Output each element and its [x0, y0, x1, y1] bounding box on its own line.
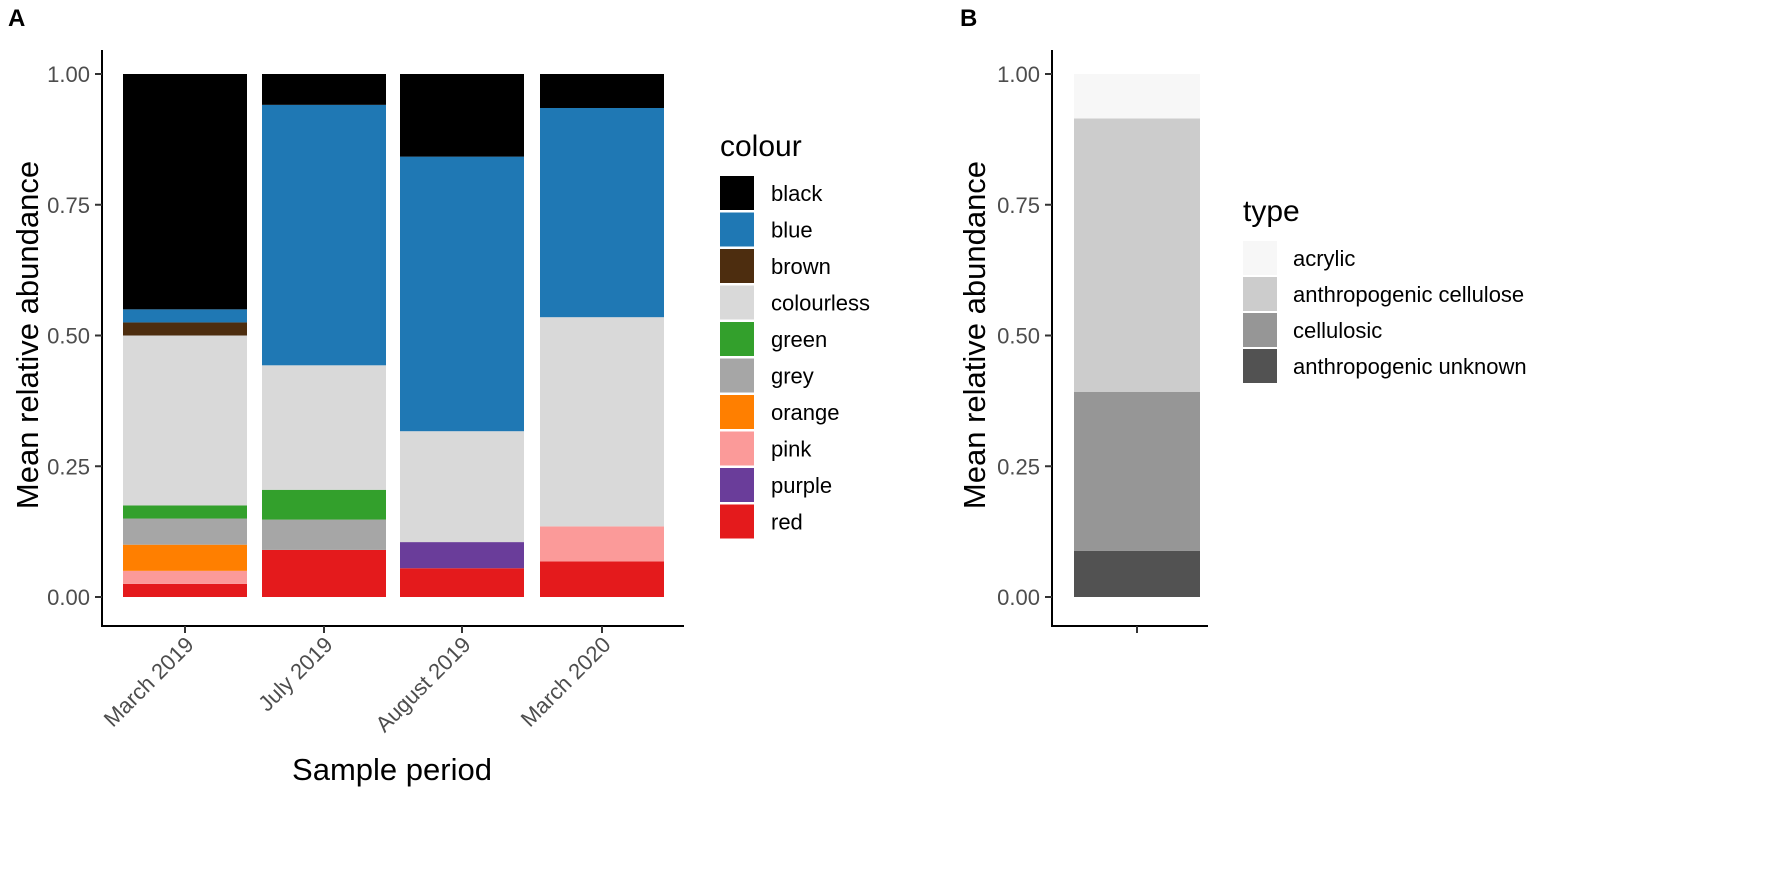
- legend-label-acrylic: acrylic: [1293, 246, 1355, 271]
- legend-label-pink: pink: [771, 437, 812, 462]
- legend: colour black blue brown colourless green grey o…: [720, 130, 870, 539]
- bar-segment-anthropogenic-cellulose: [1074, 118, 1200, 392]
- legend-key-colourless: [720, 285, 754, 320]
- legend-key-purple: [720, 468, 754, 502]
- legend-key-cellulosic: [1243, 313, 1277, 347]
- legend-label-blue: blue: [771, 218, 813, 243]
- legend-label-cellulosic: cellulosic: [1293, 318, 1382, 343]
- legend: type acrylic anthropogenic cellulose cellul…: [1243, 195, 1527, 383]
- y-tick-label: 0.75: [997, 193, 1040, 218]
- y-axis-title: Mean relative abundance: [10, 161, 45, 509]
- bar-segment-orange: [123, 544, 247, 571]
- legend-label-red: red: [771, 510, 803, 535]
- bars: [1074, 74, 1200, 597]
- legend-label-brown: brown: [771, 254, 831, 279]
- bar-segment-blue: [540, 107, 664, 318]
- y-tick-label: 0.00: [997, 585, 1040, 610]
- x-tick-label: August 2019: [370, 632, 475, 737]
- y-tick-label: 1.00: [997, 62, 1040, 87]
- legend-key-black: [720, 176, 754, 210]
- legend-key-blue: [720, 212, 754, 247]
- bar-segment-cellulosic: [1074, 391, 1200, 551]
- x-tick-label: July 2019: [253, 632, 337, 716]
- bar-segment-anthropogenic-unknown: [1074, 550, 1200, 597]
- legend-label-green: green: [771, 327, 827, 352]
- bar-segment-acrylic: [1074, 74, 1200, 119]
- legend-label-colourless: colourless: [771, 291, 870, 316]
- bar-segment-colourless: [262, 365, 386, 490]
- bar-segment-colourless: [400, 431, 524, 543]
- legend-key-green: [720, 322, 754, 356]
- legend-key-pink: [720, 431, 754, 466]
- bar-segment-green: [262, 489, 386, 520]
- bar-segment-blue: [400, 156, 524, 432]
- panel-letter-a: A: [8, 5, 25, 32]
- legend-key-red: [720, 504, 754, 539]
- bar-segment-grey: [123, 518, 247, 545]
- y-tick-label: 0.50: [997, 324, 1040, 349]
- y-tick-label: 0.25: [997, 454, 1040, 479]
- bar-segment-purple: [400, 542, 524, 569]
- legend-key-grey: [720, 358, 754, 393]
- bar-segment-black: [123, 74, 247, 310]
- legend-title: type: [1243, 195, 1300, 228]
- bar-segment-red: [400, 568, 524, 597]
- bar-segment-colourless: [123, 335, 247, 506]
- legend-label-black: black: [771, 181, 823, 206]
- panel-b: B 0.00 0.25 0.50 0.75 1.00 Mean relative abund…: [957, 5, 1527, 633]
- bar-segment-black: [540, 74, 664, 108]
- legend-label-purple: purple: [771, 473, 832, 498]
- legend-key-brown: [720, 249, 754, 283]
- legend-label-orange: orange: [771, 400, 840, 425]
- bar-segment-blue: [262, 104, 386, 366]
- legend-key-anthropogenic-unknown: [1243, 349, 1277, 383]
- y-tick-label: 0.25: [47, 454, 90, 479]
- bar-segment-red: [262, 549, 386, 597]
- y-tick-label: 0.50: [47, 324, 90, 349]
- legend-title: colour: [720, 130, 802, 163]
- panel-a: A 0.00 0.25 0.50 0.75 1.00 March 2019 July 2019…: [8, 5, 870, 787]
- x-tick-label: March 2019: [99, 632, 199, 732]
- y-tick-label: 0.00: [47, 585, 90, 610]
- legend-key-orange: [720, 395, 754, 429]
- bar-segment-red: [123, 583, 247, 597]
- panel-letter-b: B: [960, 5, 977, 32]
- x-tick-label: March 2020: [516, 632, 616, 732]
- bar-segment-red: [540, 561, 664, 597]
- bar-segment-pink: [540, 526, 664, 562]
- legend-label-anthropogenic-cellulose: anthropogenic cellulose: [1293, 282, 1524, 307]
- bar-segment-black: [262, 74, 386, 105]
- y-tick-label: 0.75: [47, 193, 90, 218]
- bar-segment-blue: [123, 309, 247, 323]
- x-axis-title: Sample period: [292, 752, 492, 787]
- bar-segment-black: [400, 74, 524, 157]
- bar-segment-pink: [123, 570, 247, 584]
- y-axis-title: Mean relative abundance: [957, 161, 992, 509]
- bars: [123, 74, 664, 597]
- legend-label-anthropogenic-unknown: anthropogenic unknown: [1293, 354, 1527, 379]
- legend-label-grey: grey: [771, 364, 814, 389]
- legend-key-anthropogenic-cellulose: [1243, 277, 1277, 311]
- bar-segment-green: [123, 505, 247, 519]
- y-tick-label: 1.00: [47, 62, 90, 87]
- legend-key-acrylic: [1243, 241, 1277, 275]
- bar-segment-brown: [123, 322, 247, 336]
- bar-segment-grey: [262, 519, 386, 550]
- bar-segment-colourless: [540, 317, 664, 527]
